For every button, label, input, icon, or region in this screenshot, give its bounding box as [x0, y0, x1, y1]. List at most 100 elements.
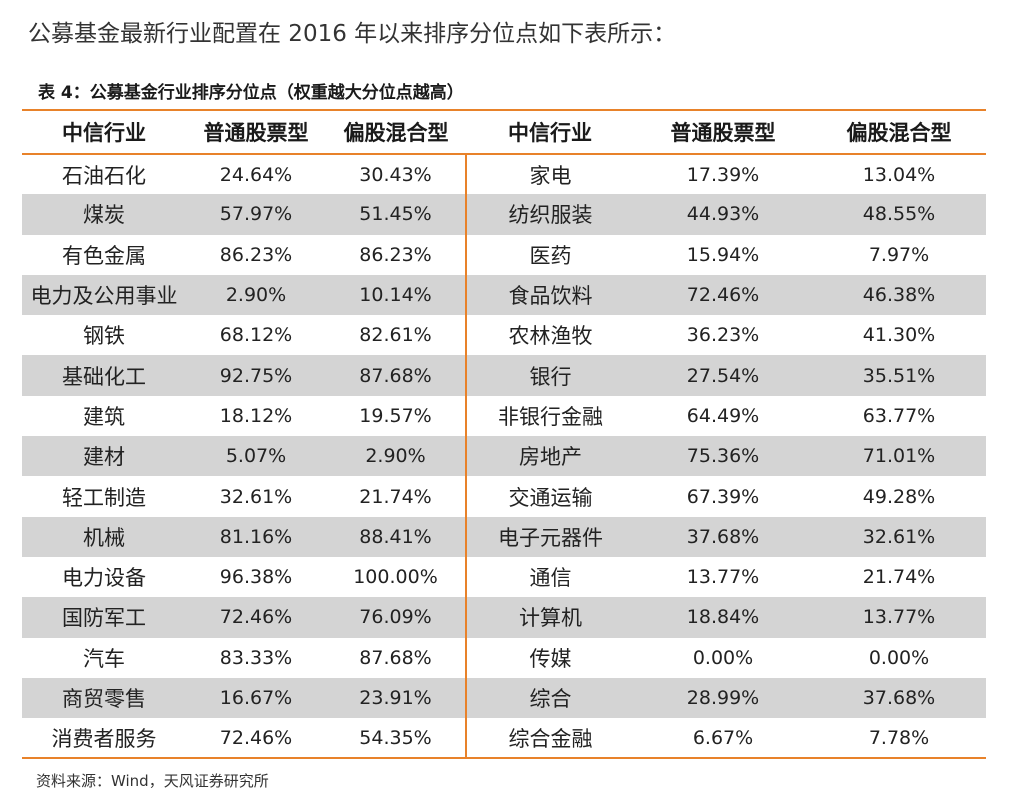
hybrid-fund-cell: 13.04% [862, 163, 936, 186]
industry-rank-table: 中信行业 普通股票型 偏股混合型 中信行业 普通股票型 偏股混合型 石油石化 24… [22, 109, 986, 760]
hybrid-fund-cell: 51.45% [326, 194, 466, 235]
industry-cell: 食品饮料 [465, 274, 634, 316]
header-industry-right: 中信行业 [466, 109, 634, 155]
table-row: 消费者服务 72.46% 54.35% 综合金融 6.67% 7.78% [22, 718, 986, 760]
stock-fund-cell: 92.75% [186, 355, 326, 396]
stock-fund-cell: 0.00% [692, 646, 754, 669]
table-row: 电力设备 96.38% 100.00% 通信 13.77% 21.74% [22, 556, 986, 598]
header-stock-fund-right: 普通股票型 [634, 109, 812, 155]
stock-fund-cell: 36.23% [686, 324, 760, 347]
hybrid-fund-cell: 41.30% [862, 324, 936, 347]
industry-cell: 房地产 [465, 436, 634, 477]
table-row: 建筑 18.12% 19.57% 非银行金融 64.49% 63.77% [22, 395, 986, 437]
stock-fund-cell: 72.46% [186, 597, 326, 638]
stock-fund-cell: 18.84% [634, 597, 812, 638]
stock-fund-cell: 28.99% [634, 677, 812, 719]
stock-fund-cell: 72.46% [186, 718, 326, 760]
header-stock-fund-left: 普通股票型 [186, 109, 326, 155]
stock-fund-cell: 75.36% [634, 436, 812, 477]
table-row: 钢铁 68.12% 82.61% 农林渔牧 36.23% 41.30% [22, 315, 986, 356]
stock-fund-cell: 37.68% [634, 516, 812, 557]
table-row: 国防军工 72.46% 76.09% 计算机 18.84% 13.77% [22, 597, 986, 638]
header-hybrid-fund-right: 偏股混合型 [812, 109, 986, 155]
industry-cell: 通信 [465, 556, 634, 598]
hybrid-fund-cell: 100.00% [353, 566, 438, 589]
stock-fund-cell: 13.77% [686, 566, 760, 589]
header-industry-left: 中信行业 [22, 109, 186, 155]
industry-cell: 建筑 [83, 404, 125, 429]
hybrid-fund-cell: 87.68% [359, 646, 432, 669]
hybrid-fund-cell: 10.14% [326, 274, 466, 316]
industry-cell: 传媒 [465, 637, 634, 678]
hybrid-fund-cell: 23.91% [326, 677, 466, 719]
industry-cell: 综合 [465, 677, 634, 719]
stock-fund-cell: 44.93% [634, 194, 812, 235]
table-row: 商贸零售 16.67% 23.91% 综合 28.99% 37.68% [22, 677, 986, 719]
hybrid-fund-cell: 35.51% [812, 355, 986, 396]
stock-fund-cell: 5.07% [186, 436, 326, 477]
stock-fund-cell: 57.97% [186, 194, 326, 235]
hybrid-fund-cell: 0.00% [868, 646, 930, 669]
hybrid-fund-cell: 7.78% [812, 718, 986, 760]
industry-cell: 医药 [465, 234, 634, 275]
stock-fund-cell: 15.94% [686, 243, 760, 266]
hybrid-fund-cell: 82.61% [359, 324, 432, 347]
industry-cell: 家电 [465, 154, 634, 195]
industry-cell: 综合金融 [465, 718, 634, 760]
intro-text: 公募基金最新行业配置在 2016 年以来排序分位点如下表所示： [28, 21, 677, 47]
stock-fund-cell: 96.38% [219, 566, 293, 589]
hybrid-fund-cell: 87.68% [326, 355, 466, 396]
hybrid-fund-cell: 19.57% [359, 404, 432, 427]
stock-fund-cell: 18.12% [219, 404, 293, 427]
header-hybrid-fund-left: 偏股混合型 [326, 109, 466, 155]
industry-cell: 电力及公用事业 [22, 274, 186, 316]
industry-cell: 有色金属 [62, 243, 146, 268]
table-body: 石油石化 24.64% 30.43% 家电 17.39% 13.04% 煤炭 57.97% 51… [22, 154, 986, 760]
table-row: 汽车 83.33% 87.68% 传媒 0.00% 0.00% [22, 637, 986, 678]
industry-cell: 国防军工 [22, 597, 186, 638]
industry-cell: 纺织服装 [465, 194, 634, 235]
table-row: 机械 81.16% 88.41% 电子元器件 37.68% 32.61% [22, 516, 986, 557]
table-row: 建材 5.07% 2.90% 房地产 75.36% 71.01% [22, 436, 986, 477]
hybrid-fund-cell: 2.90% [326, 436, 466, 477]
stock-fund-cell: 64.49% [686, 404, 760, 427]
stock-fund-cell: 86.23% [219, 243, 293, 266]
industry-cell: 计算机 [465, 597, 634, 638]
hybrid-fund-cell: 71.01% [812, 436, 986, 477]
stock-fund-cell: 17.39% [686, 163, 760, 186]
hybrid-fund-cell: 21.74% [359, 485, 432, 508]
industry-cell: 汽车 [83, 646, 125, 671]
industry-cell: 非银行金融 [465, 395, 634, 437]
table-container: 中信行业 普通股票型 偏股混合型 中信行业 普通股票型 偏股混合型 石油石化 24… [22, 109, 986, 760]
industry-cell: 电力设备 [62, 566, 146, 591]
hybrid-fund-cell: 86.23% [359, 243, 432, 266]
table-row: 基础化工 92.75% 87.68% 银行 27.54% 35.51% [22, 355, 986, 396]
hybrid-fund-cell: 63.77% [862, 404, 936, 427]
stock-fund-cell: 32.61% [219, 485, 293, 508]
hybrid-fund-cell: 7.97% [868, 243, 930, 266]
industry-cell: 轻工制造 [62, 485, 146, 510]
stock-fund-cell: 83.33% [219, 646, 293, 669]
hybrid-fund-cell: 76.09% [326, 597, 466, 638]
table-row: 石油石化 24.64% 30.43% 家电 17.39% 13.04% [22, 154, 986, 195]
table-caption: 表 4：公募基金行业排序分位点（权重越大分位点越高） [38, 83, 464, 103]
table-row: 电力及公用事业 2.90% 10.14% 食品饮料 72.46% 46.38% [22, 274, 986, 316]
industry-cell: 银行 [465, 355, 634, 396]
industry-cell: 机械 [22, 516, 186, 557]
industry-cell: 消费者服务 [22, 718, 186, 760]
hybrid-fund-cell: 13.77% [812, 597, 986, 638]
industry-cell: 建材 [22, 436, 186, 477]
table-row: 煤炭 57.97% 51.45% 纺织服装 44.93% 48.55% [22, 194, 986, 235]
source-note: 资料来源：Wind，天风证券研究所 [36, 772, 269, 790]
stock-fund-cell: 68.12% [219, 324, 293, 347]
industry-cell: 基础化工 [22, 355, 186, 396]
stock-fund-cell: 24.64% [219, 163, 293, 186]
industry-cell: 煤炭 [22, 194, 186, 235]
hybrid-fund-cell: 49.28% [862, 485, 936, 508]
stock-fund-cell: 27.54% [634, 355, 812, 396]
hybrid-fund-cell: 46.38% [812, 274, 986, 316]
stock-fund-cell: 2.90% [186, 274, 326, 316]
industry-cell: 商贸零售 [22, 677, 186, 719]
industry-cell: 交通运输 [465, 476, 634, 517]
hybrid-fund-cell: 88.41% [326, 516, 466, 557]
